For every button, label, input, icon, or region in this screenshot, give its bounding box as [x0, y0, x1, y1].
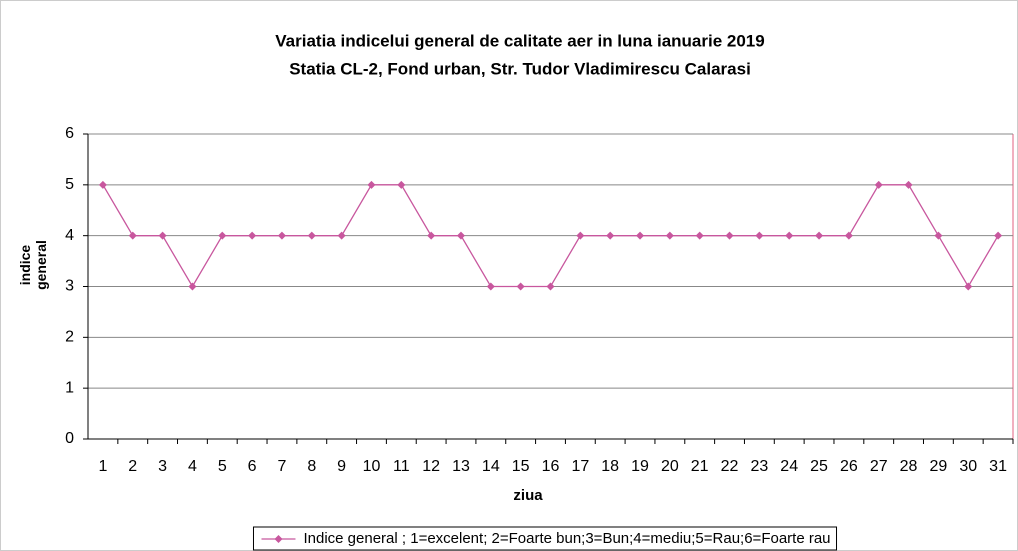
marker — [427, 231, 436, 240]
x-tick-label: 5 — [218, 458, 227, 475]
x-tick-label: 1 — [98, 458, 107, 475]
x-tick-label: 25 — [810, 458, 828, 475]
marker — [158, 231, 167, 240]
x-tick-label: 7 — [277, 458, 286, 475]
x-tick-label: 8 — [307, 458, 316, 475]
x-tick-label: 19 — [631, 458, 649, 475]
x-tick-label: 20 — [661, 458, 679, 475]
x-tick-label: 14 — [482, 458, 500, 475]
marker — [456, 231, 465, 240]
x-tick-label: 6 — [248, 458, 257, 475]
marker — [755, 231, 764, 240]
x-tick-label: 28 — [900, 458, 918, 475]
legend-swatch — [274, 535, 283, 543]
x-tick-label: 2 — [128, 458, 137, 475]
marker — [98, 180, 107, 189]
marker — [188, 282, 197, 291]
marker — [516, 282, 525, 291]
x-tick-label: 18 — [601, 458, 619, 475]
y-tick-label: 4 — [65, 227, 74, 244]
x-tick-label: 22 — [721, 458, 739, 475]
x-tick-label: 17 — [571, 458, 589, 475]
marker — [725, 231, 734, 240]
x-tick-label: 4 — [188, 458, 197, 475]
marker — [277, 231, 286, 240]
y-tick-label: 0 — [65, 430, 74, 447]
x-tick-label: 16 — [542, 458, 560, 475]
y-axis-label: indicegeneral — [17, 240, 49, 290]
marker — [665, 231, 674, 240]
marker — [994, 231, 1003, 240]
x-tick-label: 13 — [452, 458, 470, 475]
x-tick-label: 24 — [780, 458, 798, 475]
marker — [337, 231, 346, 240]
marker — [397, 180, 406, 189]
x-tick-label: 30 — [959, 458, 977, 475]
x-tick-label: 11 — [393, 458, 410, 475]
x-tick-label: 29 — [930, 458, 948, 475]
x-tick-label: 23 — [750, 458, 768, 475]
marker — [695, 231, 704, 240]
marker — [964, 282, 973, 291]
marker — [606, 231, 615, 240]
marker — [486, 282, 495, 291]
marker — [546, 282, 555, 291]
chart-title: Variatia indicelui general de calitate a… — [275, 31, 764, 50]
marker — [218, 231, 227, 240]
marker — [904, 180, 913, 189]
marker — [307, 231, 316, 240]
marker — [934, 231, 943, 240]
marker — [367, 180, 376, 189]
x-tick-label: 26 — [840, 458, 858, 475]
marker — [844, 231, 853, 240]
x-tick-label: 21 — [691, 458, 709, 475]
marker — [636, 231, 645, 240]
x-axis-label: ziua — [513, 487, 543, 504]
legend: Indice general ; 1=excelent; 2=Foarte bu… — [252, 526, 838, 551]
x-tick-label: 10 — [363, 458, 381, 475]
x-tick-label: 31 — [989, 458, 1007, 475]
marker — [874, 180, 883, 189]
marker — [815, 231, 824, 240]
x-tick-label: 15 — [512, 458, 530, 475]
y-tick-label: 3 — [65, 278, 74, 295]
x-tick-label: 3 — [158, 458, 167, 475]
legend-box — [252, 526, 838, 551]
chart-subtitle: Statia CL-2, Fond urban, Str. Tudor Vlad… — [289, 59, 751, 78]
x-tick-label: 9 — [337, 458, 346, 475]
marker — [785, 231, 794, 240]
y-tick-label: 1 — [65, 379, 74, 396]
y-tick-label: 6 — [65, 125, 74, 142]
y-tick-label: 2 — [65, 329, 74, 346]
x-tick-label: 12 — [422, 458, 440, 475]
y-tick-label: 5 — [65, 176, 74, 193]
marker — [576, 231, 585, 240]
legend-label: Indice general ; 1=excelent; 2=Foarte bu… — [303, 530, 830, 547]
marker — [248, 231, 257, 240]
marker — [128, 231, 137, 240]
x-tick-label: 27 — [870, 458, 888, 475]
